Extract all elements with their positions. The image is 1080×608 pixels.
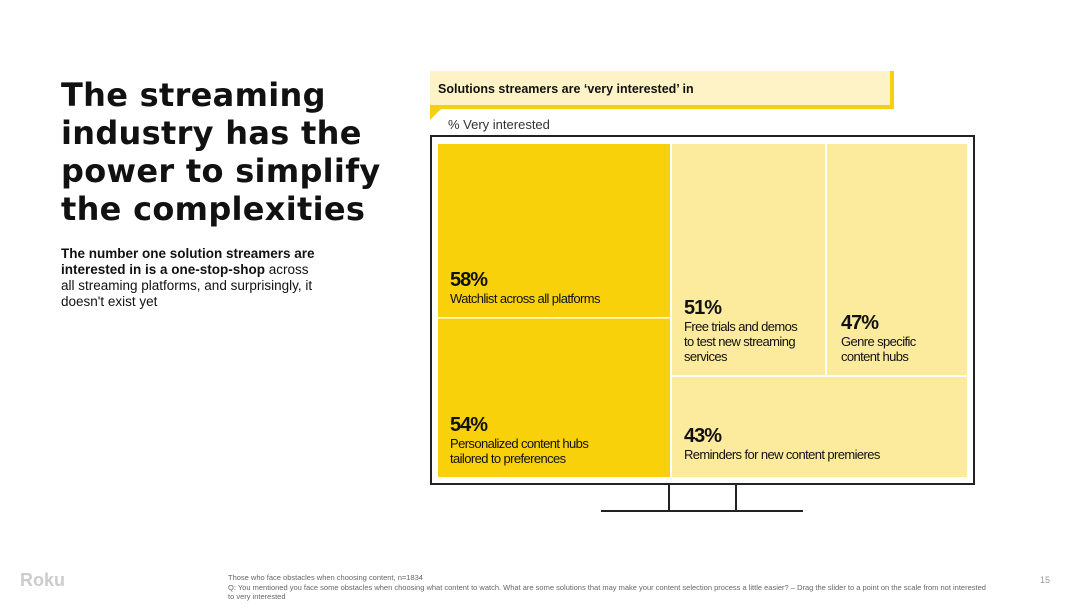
subtitle-rest: across all streaming platforms, and surp…	[61, 262, 313, 309]
banner-text: Solutions streamers are ‘very interested…	[438, 82, 694, 96]
tile-label: Reminders for new content premieres	[684, 447, 880, 462]
tile-label: Genre specific content hubs	[841, 334, 916, 364]
tv-stand-leg	[735, 484, 737, 511]
banner-tail	[430, 106, 444, 120]
tile-reminders: 43% Reminders for new content premieres	[672, 377, 967, 477]
watermark-logo: Roku	[20, 570, 65, 590]
tile-label: Watchlist across all platforms	[450, 291, 600, 306]
tv-frame	[430, 135, 975, 485]
tile-genre: 47% Genre specific content hubs	[827, 144, 967, 375]
chart-banner: Solutions streamers are ‘very interested…	[430, 71, 894, 109]
footnote: Those who face obstacles when choosing c…	[228, 573, 988, 602]
tile-pct: 58%	[450, 269, 488, 291]
tile-watchlist: 58% Watchlist across all platforms	[438, 144, 670, 317]
page-number: 15	[1040, 575, 1051, 585]
tv-stand-leg	[668, 484, 670, 511]
tile-label: Personalized content hubs tailored to pr…	[450, 436, 589, 466]
tile-label: Free trials and demos to test new stream…	[684, 319, 798, 364]
footnote-base: Those who face obstacles when choosing c…	[228, 573, 423, 582]
tile-free-trials: 51% Free trials and demos to test new st…	[672, 144, 825, 375]
unit-label: % Very interested	[448, 117, 550, 132]
tile-pct: 43%	[684, 425, 722, 447]
tile-pct: 54%	[450, 414, 488, 436]
footnote-question: Q: You mentioned you face some obstacles…	[228, 582, 986, 602]
tile-pct: 51%	[684, 297, 722, 319]
page-title: The streaming industry has the power to …	[61, 76, 381, 228]
tile-personalized: 54% Personalized content hubs tailored t…	[438, 318, 670, 477]
subtitle: The number one solution streamers are in…	[61, 246, 321, 310]
subtitle-bold: The number one solution streamers are in…	[61, 246, 315, 277]
tile-pct: 47%	[841, 312, 879, 334]
tv-stand-base	[601, 510, 803, 512]
